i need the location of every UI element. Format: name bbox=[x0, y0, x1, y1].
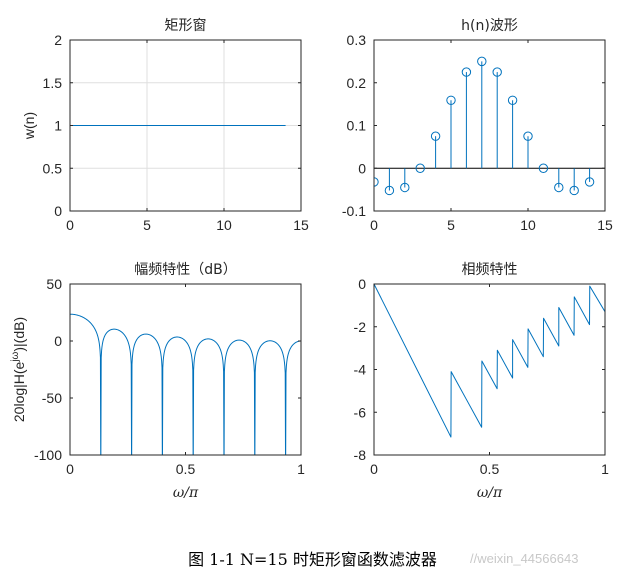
y-tick-label: 0 bbox=[358, 160, 366, 176]
stem-marker bbox=[374, 177, 379, 187]
x-axis-label: ω/π bbox=[477, 485, 503, 501]
y-tick-label: 0.1 bbox=[347, 118, 367, 134]
x-tick-label: 5 bbox=[143, 217, 151, 233]
data-layer bbox=[374, 56, 605, 196]
chart-title: 相频特性 bbox=[462, 262, 518, 278]
chart-title: 幅频特性（dB） bbox=[134, 262, 237, 278]
y-tick-label: 1 bbox=[54, 118, 62, 134]
stem-marker bbox=[446, 95, 456, 105]
y-tick-label: -6 bbox=[354, 404, 367, 420]
y-tick-label: 0 bbox=[54, 333, 62, 349]
y-tick-label: 0.3 bbox=[347, 32, 367, 48]
stem-marker bbox=[400, 182, 410, 193]
stem-marker bbox=[538, 163, 549, 173]
stem-marker bbox=[584, 177, 595, 187]
stem-marker bbox=[492, 67, 502, 77]
data-layer bbox=[70, 313, 301, 455]
series-line bbox=[70, 313, 301, 455]
y-tick-label: 50 bbox=[46, 276, 62, 292]
chart-panel-2: 0 5 10 15-0.100.10.20.3h(n)波形 bbox=[342, 18, 613, 233]
x-tick-label: 1 bbox=[601, 461, 609, 477]
x-tick-label: 10 bbox=[520, 217, 536, 233]
y-tick-label: 0 bbox=[358, 276, 366, 292]
y-tick-label: -50 bbox=[42, 390, 62, 406]
y-tick-label: 0.5 bbox=[43, 160, 63, 176]
x-tick-label: 0 bbox=[370, 217, 378, 233]
y-axis-label: 20log|H(ejω)|(dB) bbox=[10, 317, 27, 422]
y-tick-label: -100 bbox=[34, 447, 62, 463]
x-tick-label: 5 bbox=[447, 217, 455, 233]
y-tick-label: 0 bbox=[54, 203, 62, 219]
stem-marker bbox=[477, 56, 487, 67]
x-tick-label: 15 bbox=[597, 217, 613, 233]
plot-area bbox=[374, 284, 605, 455]
figure-caption: 图 1-1 N=15 时矩形窗函数滤波器 bbox=[188, 550, 437, 569]
stem-marker bbox=[430, 131, 441, 141]
y-tick-label: -8 bbox=[354, 447, 367, 463]
chart-panel-3: 0 0.5 1 -100 -50 0 50 幅频特性（dB） ω/π 20log|H(ejω)|(… bbox=[10, 262, 305, 501]
x-tick-label: 0.5 bbox=[480, 461, 500, 477]
x-axis-label: ω/π bbox=[173, 485, 199, 501]
series-line bbox=[374, 284, 605, 438]
y-tick-label: 2 bbox=[54, 32, 62, 48]
stem-marker bbox=[569, 185, 579, 196]
y-axis-label: w(n) bbox=[21, 112, 37, 140]
x-tick-label: 0.5 bbox=[176, 461, 196, 477]
chart-title: h(n)波形 bbox=[461, 18, 518, 34]
stem-marker bbox=[461, 67, 472, 77]
x-tick-label: 10 bbox=[216, 217, 232, 233]
x-tick-label: 0 bbox=[66, 461, 74, 477]
stem-marker bbox=[507, 95, 518, 105]
x-tick-label: 15 bbox=[293, 217, 309, 233]
x-tick-label: 0 bbox=[66, 217, 74, 233]
chart-panel-4: 0 0.5 1 -8 -6 -4 -2 0 相频特性 ω/π bbox=[354, 262, 610, 501]
plot-area bbox=[374, 40, 605, 211]
x-tick-label: 1 bbox=[297, 461, 305, 477]
y-tick-label: -4 bbox=[354, 362, 367, 378]
watermark: //weixin_44566643 bbox=[470, 551, 579, 566]
y-tick-label: 0.2 bbox=[347, 75, 367, 91]
stem-marker bbox=[523, 131, 533, 141]
stem-marker bbox=[554, 182, 564, 193]
y-tick-label: -2 bbox=[354, 319, 367, 335]
stem-marker bbox=[384, 185, 395, 196]
y-tick-label: -0.1 bbox=[342, 203, 366, 219]
plot-area bbox=[70, 284, 301, 455]
chart-panel-1: 0 5 10 15 0 0.5 1 1.5 2 矩形窗 w(n) bbox=[21, 17, 309, 233]
stem-marker bbox=[415, 163, 425, 173]
y-tick-label: 1.5 bbox=[43, 75, 63, 91]
chart-title: 矩形窗 bbox=[165, 17, 207, 34]
x-tick-label: 0 bbox=[370, 461, 378, 477]
data-layer bbox=[374, 284, 605, 438]
